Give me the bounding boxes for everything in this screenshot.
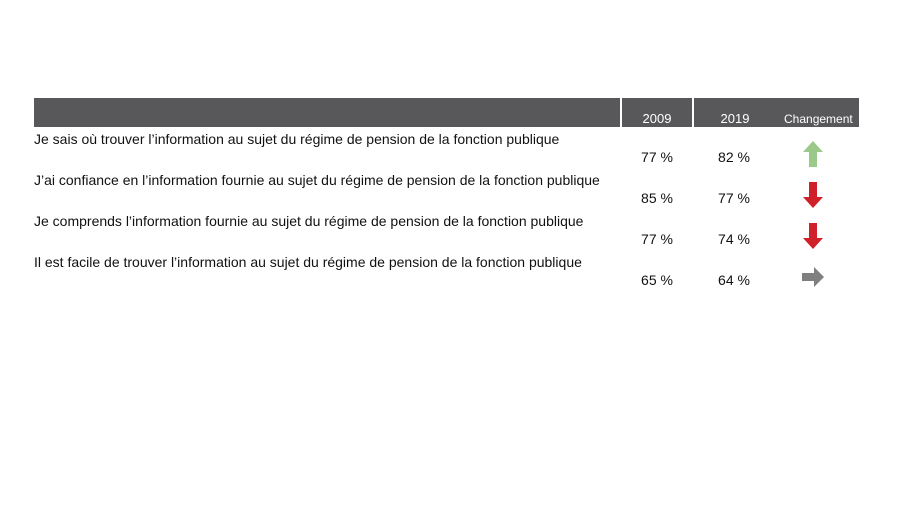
change-arrow-icon — [803, 223, 823, 249]
survey-table: 2009 2019 Changement Je sais où trouver … — [34, 98, 859, 291]
header-2019: 2019 — [694, 98, 776, 127]
value-2009: 77 % — [641, 231, 673, 247]
row-label: Je sais où trouver l’information au suje… — [34, 131, 560, 147]
change-arrow-icon — [803, 141, 823, 167]
header-label-cell — [34, 98, 620, 127]
table-row: Il est facile de trouver l’information a… — [34, 250, 859, 291]
change-arrow-icon — [803, 182, 823, 208]
table-row: Je sais où trouver l’information au suje… — [34, 127, 859, 168]
arrow-flat-shape — [802, 267, 824, 287]
row-label: J’ai confiance en l’information fournie … — [34, 172, 600, 188]
row-label: Il est facile de trouver l’information a… — [34, 254, 582, 270]
arrow-down-shape — [803, 223, 823, 249]
value-2019: 77 % — [718, 190, 750, 206]
table-header: 2009 2019 Changement — [34, 98, 859, 127]
arrow-down-shape — [803, 182, 823, 208]
arrow-up-shape — [803, 141, 823, 167]
change-arrow-icon — [802, 267, 824, 287]
value-2019: 64 % — [718, 272, 750, 288]
value-2019: 82 % — [718, 149, 750, 165]
value-2019: 74 % — [718, 231, 750, 247]
table-row: Je comprends l’information fournie au su… — [34, 209, 859, 250]
header-change-label: Changement — [784, 112, 853, 126]
row-label: Je comprends l’information fournie au su… — [34, 213, 584, 229]
value-2009: 65 % — [641, 272, 673, 288]
value-2009: 77 % — [641, 149, 673, 165]
value-2009: 85 % — [641, 190, 673, 206]
header-2019-label: 2019 — [720, 111, 750, 126]
header-2009-label: 2009 — [642, 111, 672, 126]
header-change: Changement — [776, 98, 859, 127]
header-2009: 2009 — [622, 98, 692, 127]
table-row: J’ai confiance en l’information fournie … — [34, 168, 859, 209]
